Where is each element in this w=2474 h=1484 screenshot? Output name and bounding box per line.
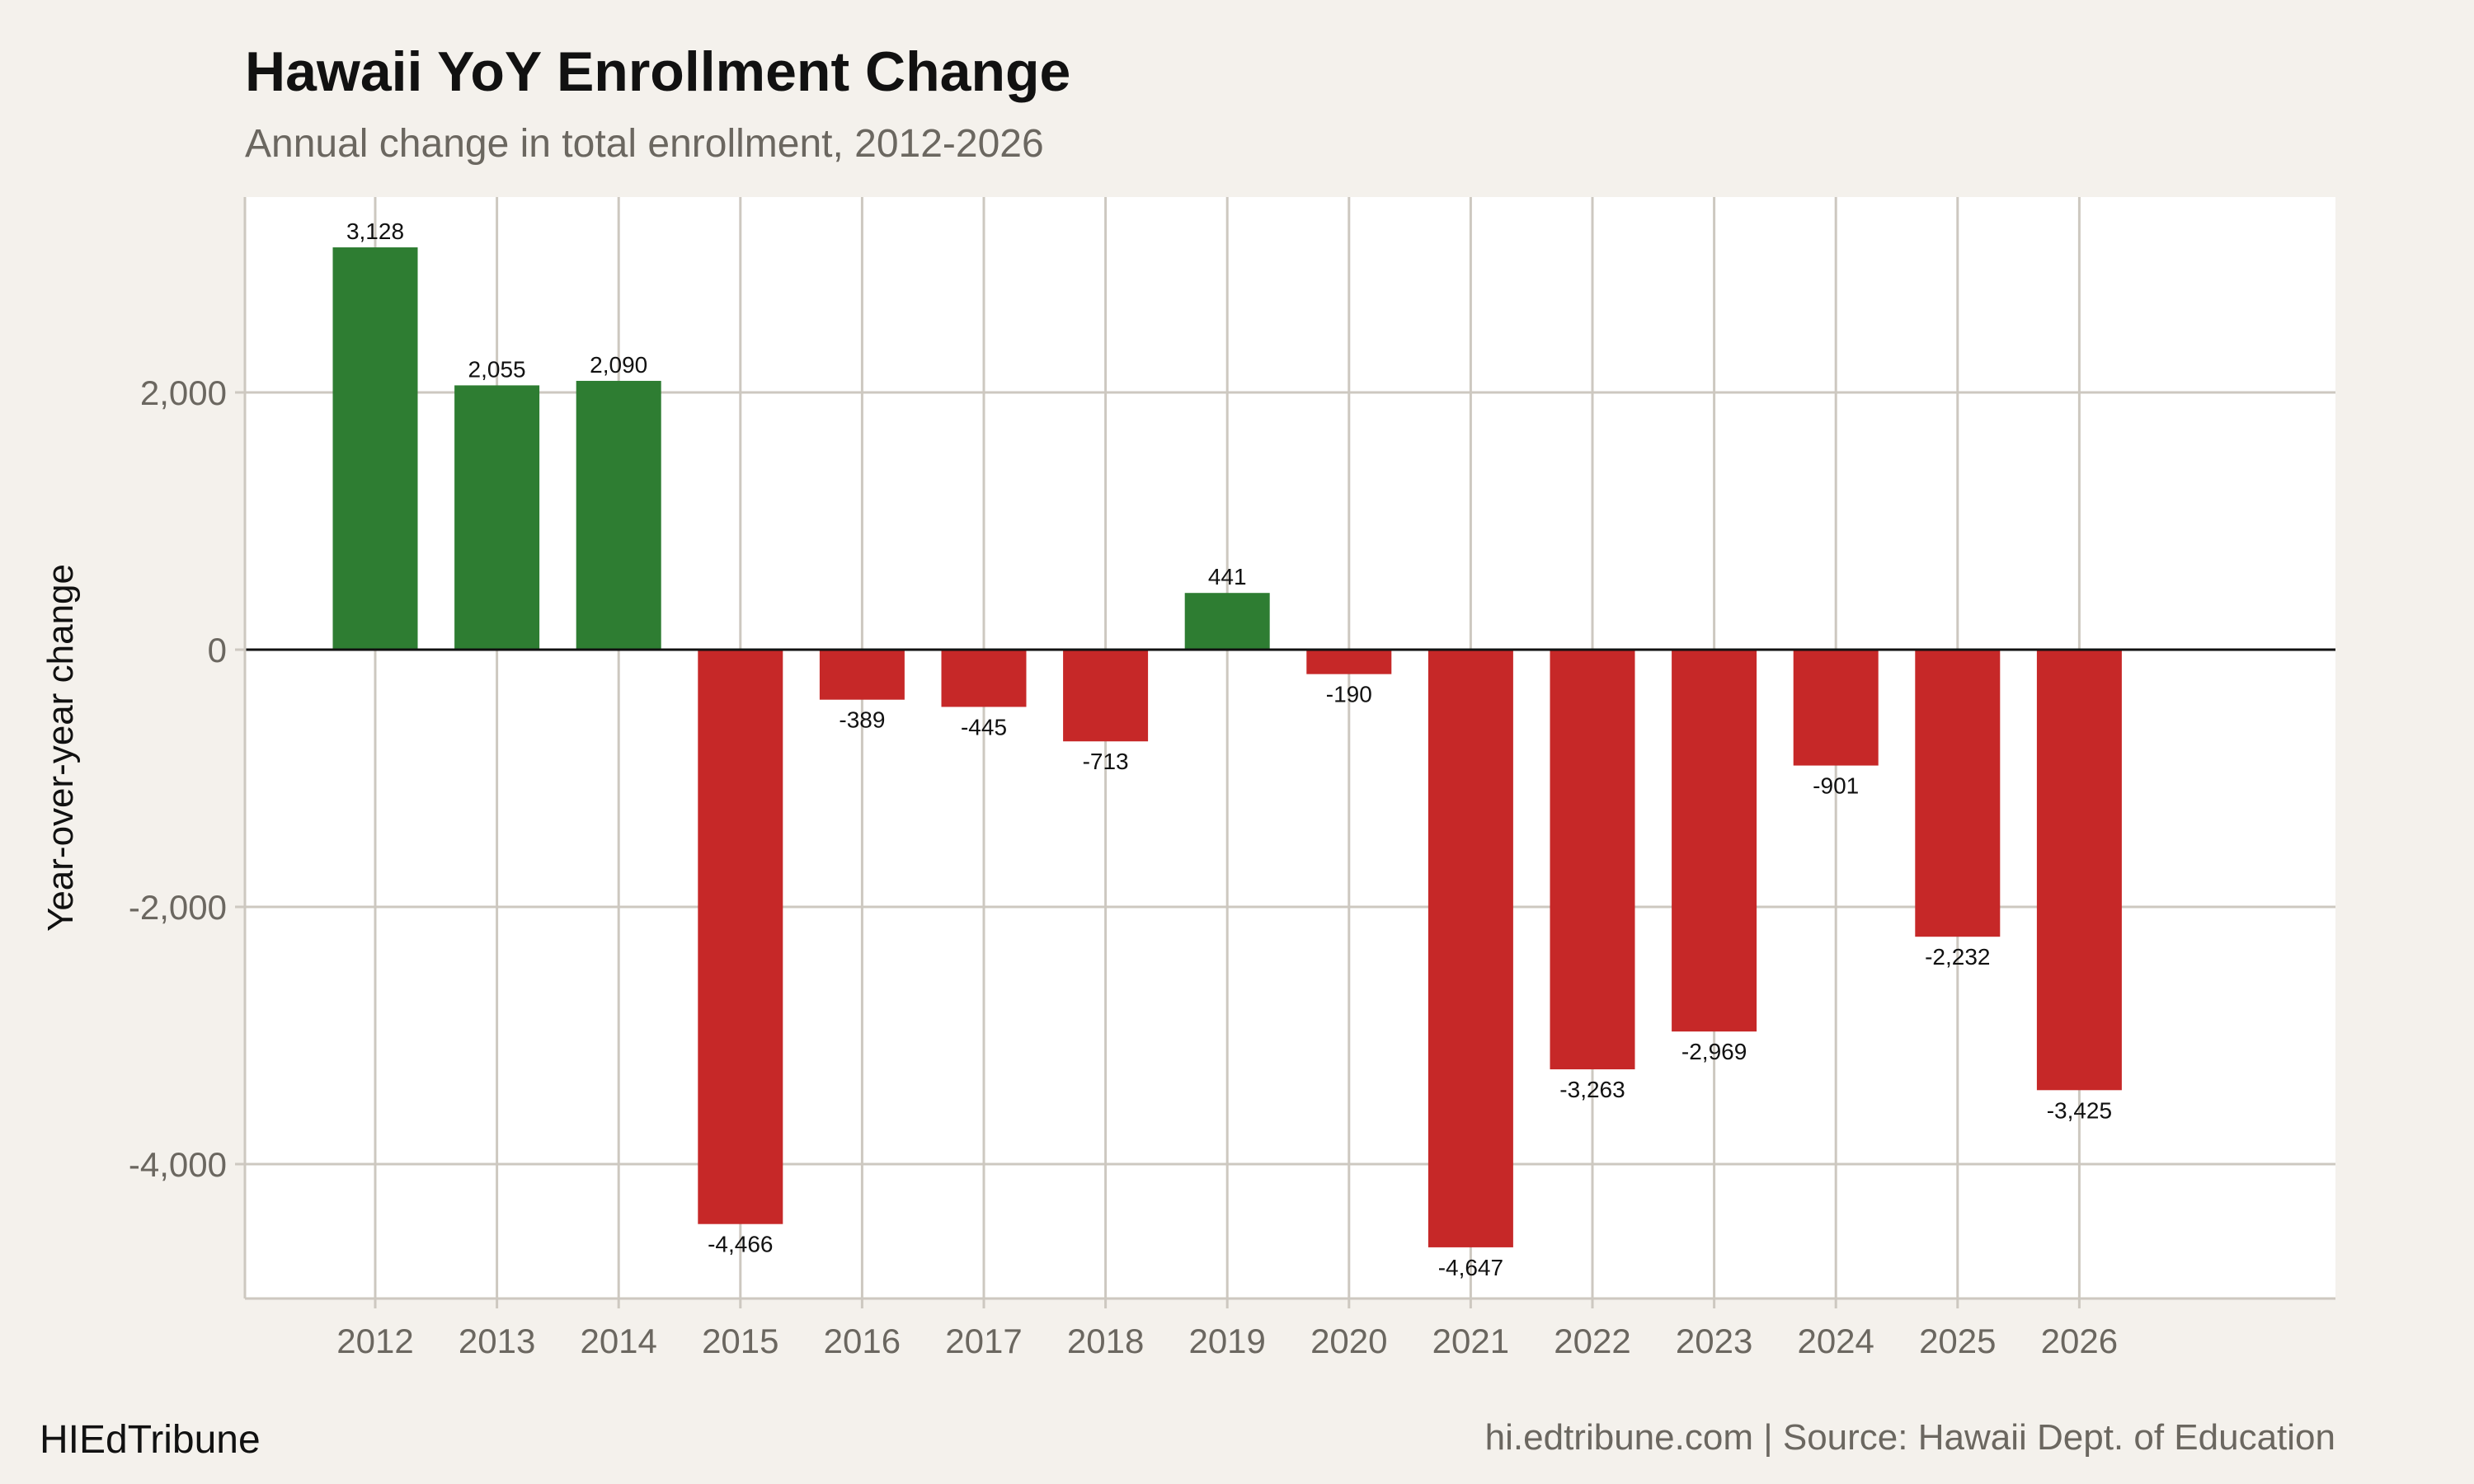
data-label-2019: 441 [1208,564,1247,589]
bar-2024 [1793,650,1879,766]
bar-2019 [1184,593,1270,650]
x-tick-label: 2020 [1310,1322,1387,1360]
data-label-2024: -901 [1813,773,1859,799]
data-label-2023: -2,969 [1681,1039,1747,1064]
data-label-2013: 2,055 [468,356,526,382]
y-tick-label: -2,000 [129,888,227,927]
x-tick-label: 2013 [459,1322,535,1360]
plot-panel [245,197,2335,1298]
y-axis-label: Year-over-year change [40,564,81,932]
x-tick-label: 2021 [1432,1322,1509,1360]
data-label-2014: 2,090 [590,352,647,378]
x-tick-label: 2024 [1797,1322,1874,1360]
x-tick-label: 2018 [1067,1322,1144,1360]
data-label-2022: -3,263 [1559,1077,1625,1102]
data-label-2015: -4,466 [708,1232,773,1257]
data-labels: 3,128 2,055 2,090 -4,466 -389 -445 -713 441 -190… [346,218,2112,1280]
bar-2016 [819,650,905,700]
bar-2026 [2036,650,2122,1091]
bar-2017 [941,650,1027,707]
data-label-2017: -445 [961,714,1007,740]
data-label-2018: -713 [1083,749,1129,774]
bar-2020 [1306,650,1392,674]
data-label-2020: -190 [1326,682,1372,707]
bar-2012 [332,247,418,650]
x-tick-label: 2016 [824,1322,901,1360]
x-tick-label: 2022 [1554,1322,1630,1360]
chart-title: Hawaii YoY Enrollment Change [245,40,1070,103]
y-tick-label: -4,000 [129,1145,227,1184]
bar-2014 [576,380,661,650]
x-tick-label: 2014 [580,1322,656,1360]
bar-2018 [1063,650,1149,742]
data-label-2016: -389 [839,707,885,733]
axes: 2,000 0 -2,000 -4,000 2012 2013 2014 2015 2016 20… [129,197,2335,1360]
x-tick-label: 2023 [1676,1322,1752,1360]
data-label-2026: -3,425 [2047,1097,2112,1123]
bar-2023 [1672,650,1757,1032]
source-label: hi.edtribune.com | Source: Hawaii Dept. … [1485,1417,2335,1458]
bar-2013 [454,385,540,650]
x-tick-label: 2026 [2041,1322,2118,1360]
x-tick-label: 2019 [1188,1322,1265,1360]
brand-label: HIEdTribune [40,1418,261,1462]
bar-2025 [1915,650,2001,937]
x-tick-label: 2025 [1919,1322,1996,1360]
bar-2022 [1550,650,1635,1070]
data-label-2021: -4,647 [1438,1255,1503,1280]
x-tick-label: 2015 [702,1322,778,1360]
x-tick-label: 2017 [945,1322,1022,1360]
y-tick-label: 2,000 [140,373,227,412]
bars [332,247,2122,1247]
data-label-2025: -2,232 [1925,944,1990,970]
data-label-2012: 3,128 [346,218,404,244]
x-tick-label: 2012 [336,1322,413,1360]
bar-2021 [1427,650,1513,1247]
bar-2015 [698,650,783,1224]
chart-subtitle: Annual change in total enrollment, 2012-… [245,122,1044,166]
y-tick-label: 0 [208,631,227,669]
